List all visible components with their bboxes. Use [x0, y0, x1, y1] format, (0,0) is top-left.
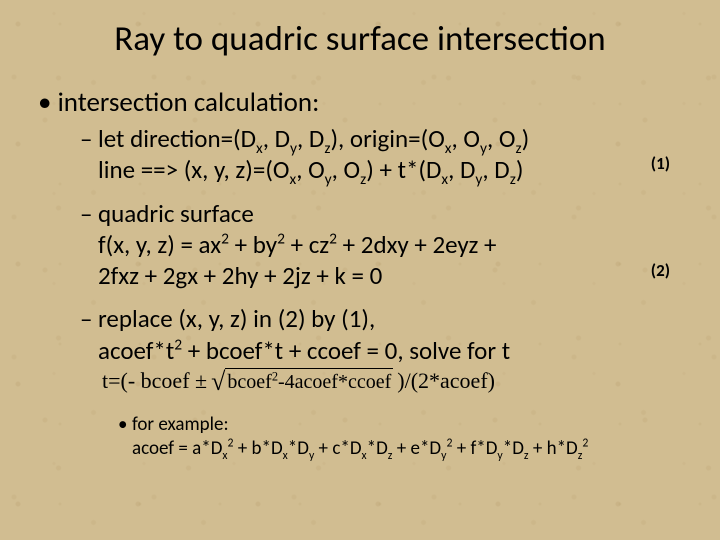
bullet-level1: intersection calculation: [38, 86, 688, 119]
example-line1: for example: [118, 413, 688, 438]
replace-line1: replace (x, y, z) in (2) by (1), [80, 303, 688, 334]
formula-prefix: t=(- bcoef ± [102, 368, 207, 394]
sqrt-icon: √ bcoef2-4acoef*ccoef [211, 368, 393, 395]
slide-title: Ray to quadric surface intersection [32, 18, 688, 60]
formula-suffix: )/(2*acoef) [397, 368, 495, 394]
replace-line2: acoef*t2 + bcoef*t + ccoef = 0, solve fo… [98, 335, 688, 366]
example-line2: acoef = a*Dx2 + b*Dx*Dy + c*Dx*Dz + e*Dy… [132, 437, 688, 462]
eq-number-1: (1) [651, 153, 670, 174]
quadric-line1: quadric surface [80, 198, 688, 229]
quadric-line3: 2fxz + 2gx + 2hy + 2jz + k = 0 [98, 260, 688, 291]
direction-line2: line ==> (x, y, z)=(Ox, Oy, Oz) + t*(Dx,… [98, 154, 688, 185]
quadric-line2: f(x, y, z) = ax2 + by2 + cz2 + 2dxy + 2e… [98, 229, 688, 260]
eq-number-2: (2) [651, 260, 670, 281]
section-direction: let direction=(Dx, Dy, Dz), origin=(Ox, … [32, 123, 688, 186]
direction-line1: let direction=(Dx, Dy, Dz), origin=(Ox, … [80, 123, 688, 154]
quadratic-formula: t=(- bcoef ± √ bcoef2-4acoef*ccoef )/(2*… [102, 368, 688, 395]
section-quadric: quadric surface f(x, y, z) = ax2 + by2 +… [32, 198, 688, 292]
section-replace: replace (x, y, z) in (2) by (1), acoef*t… [32, 303, 688, 395]
